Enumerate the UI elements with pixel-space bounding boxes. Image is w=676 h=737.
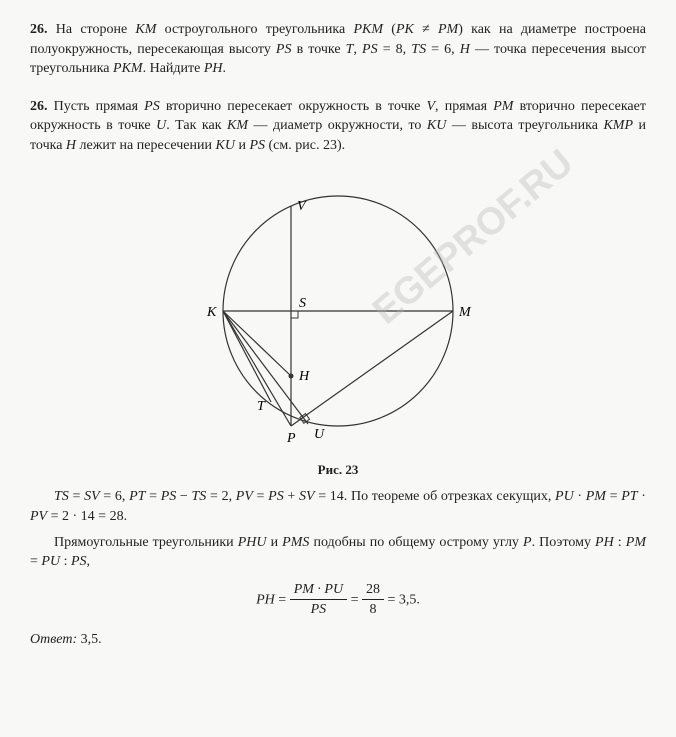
svg-text:T: T	[257, 399, 266, 414]
svg-text:K: K	[206, 305, 217, 320]
answer-value: 3,5.	[81, 632, 102, 647]
answer: Ответ: 3,5.	[30, 630, 646, 650]
fraction-1: PM · PU PS	[290, 580, 347, 620]
calculation-2: Прямоугольные треугольники PHU и PMS под…	[30, 533, 646, 572]
calculation-1: TS = SV = 6, PT = PS − TS = 2, PV = PS +…	[30, 487, 646, 526]
svg-text:S: S	[299, 296, 306, 311]
svg-text:V: V	[297, 199, 307, 214]
solution-text: Пусть прямая PS вторично пересекает окру…	[30, 99, 646, 153]
fraction-2: 28 8	[362, 580, 384, 620]
svg-text:M: M	[458, 305, 472, 320]
svg-text:U: U	[314, 427, 325, 442]
solution-intro: 26. Пусть прямая PS вторично пересекает …	[30, 97, 646, 156]
svg-text:H: H	[298, 369, 310, 384]
problem-text: На стороне KM остроугольного треугольник…	[30, 22, 646, 76]
final-formula: PH = PM · PU PS = 28 8 = 3,5.	[30, 580, 646, 620]
svg-text:P: P	[286, 431, 296, 446]
figure-23: EGEPROF.RU VKSMHTPU Рис. 23	[30, 171, 646, 480]
problem-statement: 26. На стороне KM остроугольного треугол…	[30, 20, 646, 79]
problem-number: 26.	[30, 22, 48, 37]
answer-label: Ответ:	[30, 632, 77, 647]
figure-caption: Рис. 23	[30, 461, 646, 479]
solution-number: 26.	[30, 99, 48, 114]
geometry-diagram: V K S M H T P U	[163, 171, 513, 451]
